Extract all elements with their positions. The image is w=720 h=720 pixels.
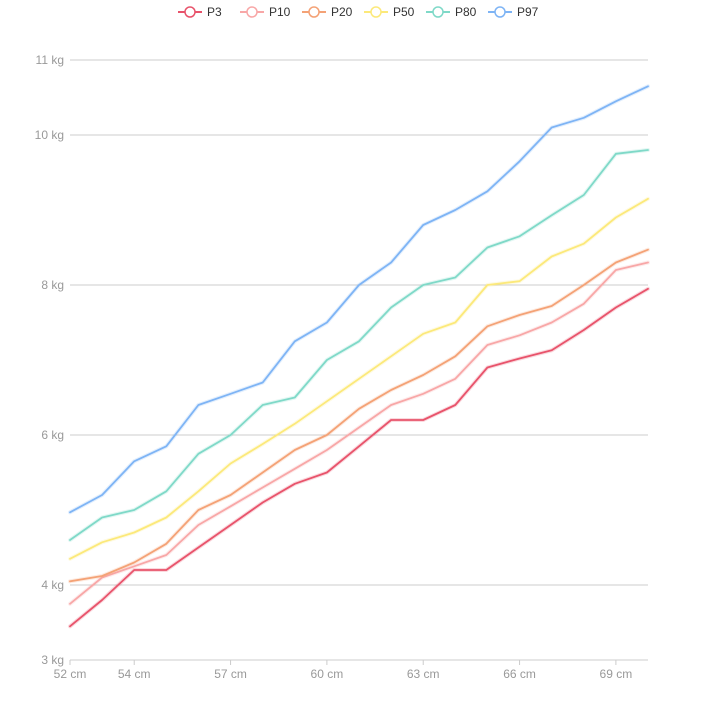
y-tick-label: 10 kg <box>35 128 64 142</box>
legend-item-p80[interactable]: P80 <box>426 5 477 19</box>
series-p97-line <box>69 85 649 514</box>
x-tick-label: 52 cm <box>54 667 87 681</box>
series-p10-shadow <box>68 260 650 606</box>
legend-label: P50 <box>393 5 415 19</box>
legend-item-p10[interactable]: P10 <box>240 5 291 19</box>
y-tick-label: 8 kg <box>41 278 64 292</box>
legend-label: P10 <box>269 5 291 19</box>
series-p10-line <box>69 261 649 605</box>
x-tick-label: 69 cm <box>600 667 633 681</box>
legend-label: P80 <box>455 5 477 19</box>
series-lines <box>68 84 650 629</box>
series-p20-line <box>69 248 649 583</box>
legend-marker <box>370 6 382 18</box>
legend-marker <box>494 6 506 18</box>
grid-lines <box>70 59 648 586</box>
series-p3-line <box>69 287 649 628</box>
y-tick-label: 11 kg <box>36 53 64 67</box>
series-p50-line <box>69 197 649 560</box>
legend-label: P20 <box>331 5 353 19</box>
x-tick-label: 54 cm <box>118 667 151 681</box>
y-tick-label: 4 kg <box>41 578 64 592</box>
legend-marker <box>184 6 196 18</box>
legend-item-p20[interactable]: P20 <box>302 5 353 19</box>
legend-label: P3 <box>207 5 222 19</box>
axes: 3 kg 4 kg 6 kg 8 kg 10 kg 11 kg 52 cm 54 cm 57 c… <box>35 53 648 681</box>
legend-label: P97 <box>517 5 539 19</box>
legend-item-p3[interactable]: P3 <box>178 5 222 19</box>
y-tick-label: 6 kg <box>41 428 64 442</box>
series-p80-line <box>69 149 649 541</box>
x-tick-label: 60 cm <box>311 667 344 681</box>
legend-marker <box>246 6 258 18</box>
legend[interactable]: P3 P10 P20 P50 P80 P97 <box>178 5 539 19</box>
x-tick-label: 63 cm <box>407 667 440 681</box>
y-tick-label: 3 kg <box>41 653 64 667</box>
x-tick-label: 57 cm <box>214 667 247 681</box>
legend-marker <box>432 6 444 18</box>
x-tick-label: 66 cm <box>503 667 536 681</box>
legend-item-p97[interactable]: P97 <box>488 5 539 19</box>
legend-marker <box>308 6 320 18</box>
legend-item-p50[interactable]: P50 <box>364 5 415 19</box>
